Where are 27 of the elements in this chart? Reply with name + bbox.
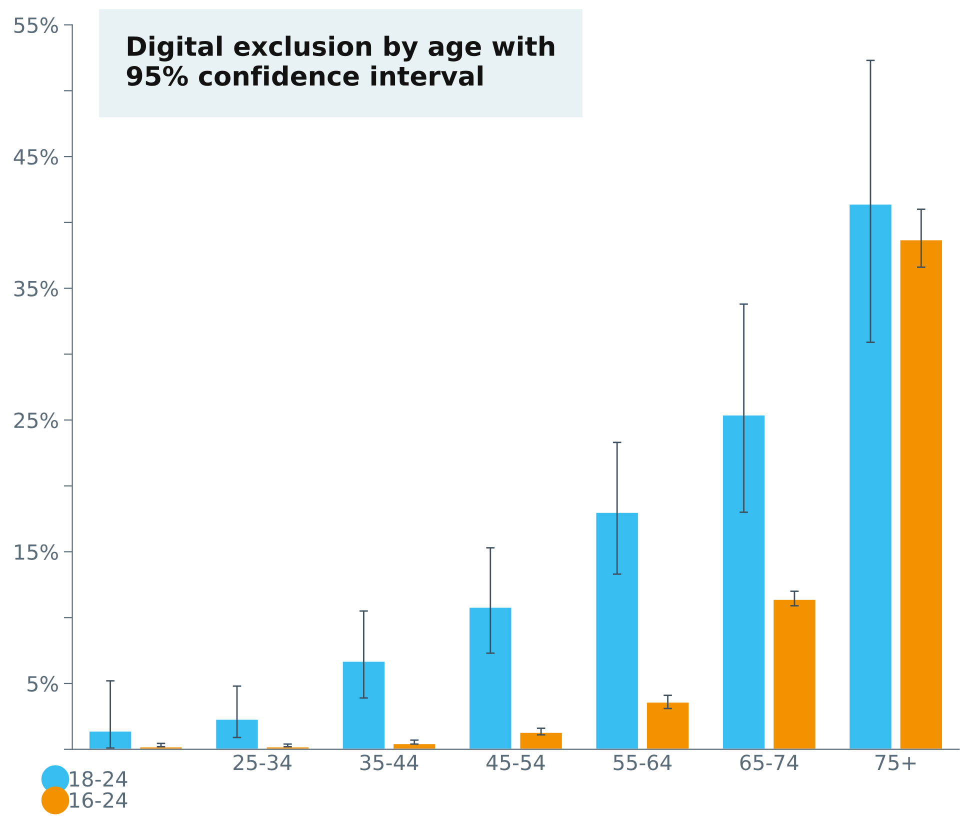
bar bbox=[772, 598, 817, 750]
y-tick-label: 5% bbox=[28, 676, 58, 692]
y-tick-label: 55% bbox=[14, 17, 58, 34]
bar bbox=[594, 512, 640, 750]
bar bbox=[518, 732, 564, 750]
legend-label: 18-24 bbox=[70, 770, 128, 787]
bar bbox=[392, 742, 437, 750]
bar bbox=[341, 660, 386, 750]
y-tick-label: 15% bbox=[15, 544, 58, 560]
bar bbox=[214, 718, 260, 750]
legend-label: 16-24 bbox=[70, 792, 128, 808]
bar bbox=[88, 730, 133, 750]
y-tick-label: 25% bbox=[14, 412, 58, 428]
bar bbox=[722, 414, 766, 750]
y-tick-label: 35% bbox=[14, 280, 58, 297]
x-tick-label: 75+ bbox=[876, 754, 916, 770]
bar bbox=[848, 203, 893, 750]
bar bbox=[468, 606, 513, 750]
x-tick-label: 35-44 bbox=[360, 754, 418, 770]
x-tick-label: 25-34 bbox=[234, 754, 292, 770]
x-tick-label: 55-64 bbox=[614, 754, 672, 770]
bar bbox=[898, 238, 944, 750]
y-tick-label: 45% bbox=[14, 149, 58, 165]
text: Digital exclusion by age with 95% confidence interval bbox=[126, 36, 554, 86]
x-tick-label: 45-54 bbox=[486, 754, 545, 770]
bar bbox=[646, 701, 690, 750]
x-tick-label: 65-74 bbox=[740, 754, 798, 770]
